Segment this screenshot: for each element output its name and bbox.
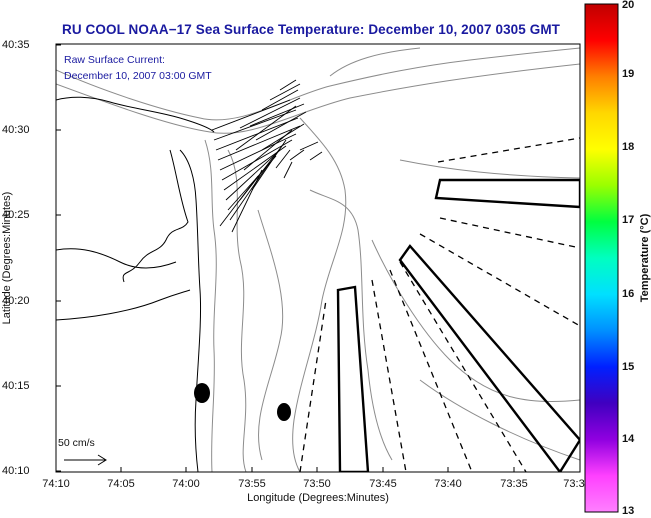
x-tick-label: 73:3 — [563, 478, 585, 490]
annotation-line1: Raw Surface Current: — [64, 54, 165, 66]
plot-frame — [55, 43, 581, 473]
colorbar-tick-label: 20 — [622, 0, 635, 11]
colorbar-tick-label: 15 — [622, 361, 635, 373]
y-tick-label: 40:25 — [2, 209, 30, 221]
y-tick-label: 40:10 — [2, 465, 30, 477]
x-tick-label: 73:35 — [500, 478, 528, 490]
x-tick-label: 74:05 — [107, 478, 135, 490]
map-title: RU COOL NOAA−17 Sea Surface Temperature:… — [62, 22, 561, 37]
x-tick-label: 73:55 — [238, 478, 266, 490]
radar-dashed-lines — [299, 137, 580, 472]
station-marker — [277, 403, 291, 421]
x-tick-label: 73:50 — [303, 478, 331, 490]
y-tick-label: 40:30 — [2, 124, 30, 136]
y-tick-label: 40:20 — [2, 295, 30, 307]
surface-current-vectors — [211, 79, 323, 233]
colorbar-tick-label: 13 — [622, 505, 635, 517]
y-tick-label: 40:35 — [2, 39, 30, 51]
colorbar-tick-label: 19 — [622, 68, 635, 80]
colorbar-tick-label: 17 — [622, 214, 635, 226]
colorbar-label: Temperature (°C) — [639, 213, 651, 303]
x-tick-label: 74:00 — [172, 478, 200, 490]
station-marker — [194, 383, 210, 403]
colorbar-tick-label: 18 — [622, 141, 635, 153]
axis-tick-marks — [55, 44, 515, 472]
colorbar-tick-label: 16 — [622, 288, 635, 300]
x-tick-label: 73:40 — [434, 478, 462, 490]
y-axis-label: Latitude (Degrees:Minutes) — [1, 191, 13, 325]
scale-label: 50 cm/s — [58, 437, 95, 449]
x-tick-label: 73:45 — [369, 478, 397, 490]
coastline — [56, 96, 215, 472]
x-tick-label: 74:10 — [42, 478, 70, 490]
y-tick-label: 40:15 — [2, 380, 30, 392]
colorbar — [584, 3, 619, 513]
scale-arrow — [64, 454, 107, 466]
bathymetry-contours — [56, 47, 580, 472]
annotation-line2: December 10, 2007 03:00 GMT — [64, 70, 212, 82]
colorbar-tick-label: 14 — [622, 433, 635, 445]
radar-beam-outlines — [336, 178, 580, 472]
x-axis-label: Longitude (Degrees:Minutes) — [247, 492, 389, 504]
